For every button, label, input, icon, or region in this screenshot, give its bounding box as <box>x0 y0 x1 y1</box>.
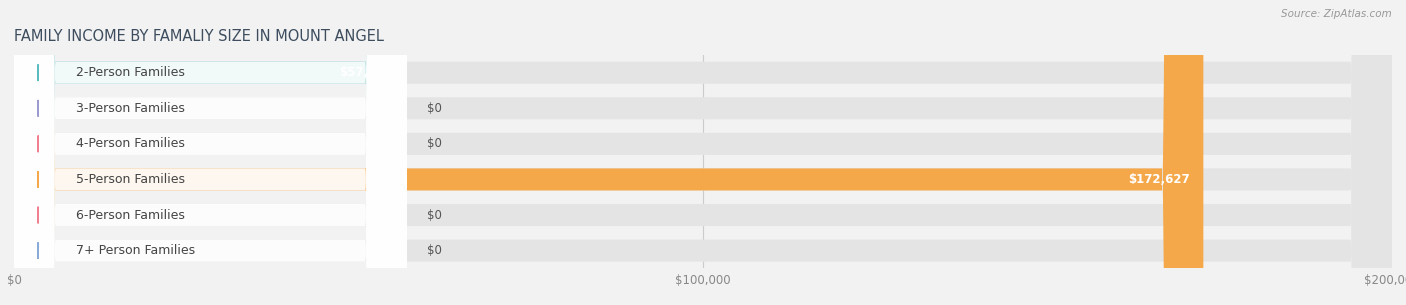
Text: 3-Person Families: 3-Person Families <box>76 102 186 115</box>
Text: 5-Person Families: 5-Person Families <box>76 173 186 186</box>
FancyBboxPatch shape <box>14 0 406 305</box>
Text: $0: $0 <box>427 102 443 115</box>
FancyBboxPatch shape <box>14 0 1392 305</box>
Text: FAMILY INCOME BY FAMALIY SIZE IN MOUNT ANGEL: FAMILY INCOME BY FAMALIY SIZE IN MOUNT A… <box>14 29 384 44</box>
Text: $172,627: $172,627 <box>1128 173 1189 186</box>
FancyBboxPatch shape <box>14 0 1392 305</box>
Text: 7+ Person Families: 7+ Person Families <box>76 244 195 257</box>
FancyBboxPatch shape <box>14 0 406 305</box>
FancyBboxPatch shape <box>14 0 1392 305</box>
FancyBboxPatch shape <box>14 0 1392 305</box>
Text: 6-Person Families: 6-Person Families <box>76 209 186 221</box>
Text: 4-Person Families: 4-Person Families <box>76 137 186 150</box>
FancyBboxPatch shape <box>14 0 1392 305</box>
FancyBboxPatch shape <box>14 0 406 305</box>
Text: $0: $0 <box>427 209 443 221</box>
FancyBboxPatch shape <box>14 0 406 305</box>
FancyBboxPatch shape <box>14 0 1392 305</box>
FancyBboxPatch shape <box>14 0 406 305</box>
FancyBboxPatch shape <box>14 0 1204 305</box>
Text: $57,024: $57,024 <box>339 66 394 79</box>
Text: 2-Person Families: 2-Person Families <box>76 66 186 79</box>
FancyBboxPatch shape <box>14 0 406 305</box>
Text: Source: ZipAtlas.com: Source: ZipAtlas.com <box>1281 9 1392 19</box>
Text: $0: $0 <box>427 244 443 257</box>
FancyBboxPatch shape <box>14 0 406 305</box>
Text: $0: $0 <box>427 137 443 150</box>
